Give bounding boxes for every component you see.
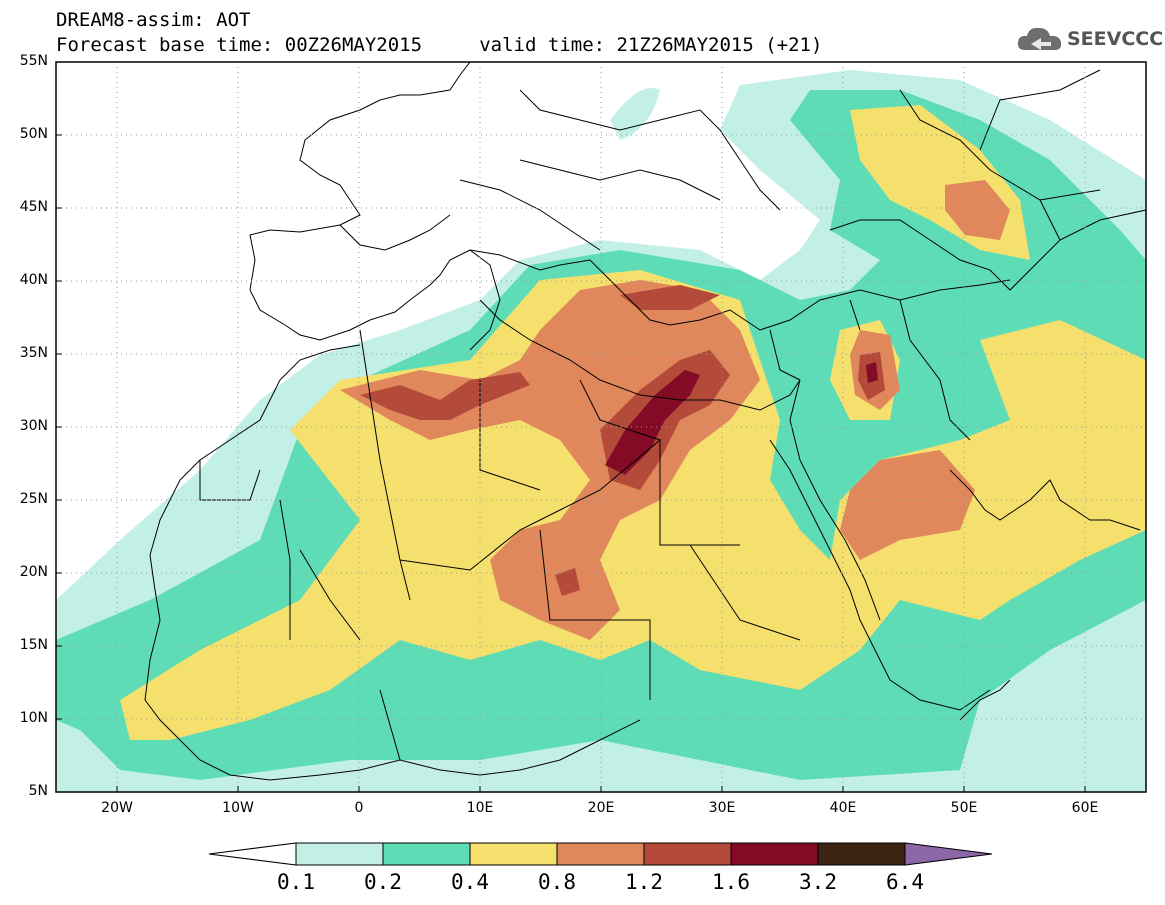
lat-label: 5N [28, 783, 48, 799]
lon-label: 10W [222, 800, 254, 816]
lat-label: 15N [19, 637, 48, 653]
map-title: DREAM8-assim: AOT [56, 9, 251, 31]
logo-text: SEEVCCC [1067, 28, 1164, 50]
lat-label: 25N [19, 491, 48, 507]
aot-1.2-field [620, 285, 720, 310]
colorbar-label: 1.2 [625, 870, 663, 894]
colorbar-swatches [208, 842, 993, 866]
lat-label: 45N [19, 199, 48, 215]
lat-label: 55N [19, 53, 48, 69]
colorbar-swatch [643, 842, 732, 866]
colorbar-swatch-below [208, 842, 297, 866]
lat-label: 35N [19, 345, 48, 361]
lon-label: 0 [354, 800, 364, 816]
lon-label: 50E [950, 800, 978, 816]
colorbar-label: 0.4 [451, 870, 489, 894]
colorbar-label: 0.8 [538, 870, 576, 894]
lon-label: 10E [466, 800, 494, 816]
lon-label: 60E [1071, 800, 1099, 816]
aot-0.8-field [840, 450, 975, 560]
lat-lon-gridlines [56, 62, 1146, 792]
colorbar-swatch [556, 842, 645, 866]
coastlines-and-borders [144, 62, 1146, 781]
aot-1.2-field [555, 568, 580, 596]
colorbar-swatch-above [904, 842, 993, 866]
lat-label: 30N [19, 418, 48, 434]
colorbar-swatch [730, 842, 819, 866]
aot-1.2-field [360, 372, 530, 420]
cloud-icon [1017, 27, 1062, 50]
aot-0.8-field [945, 180, 1010, 240]
seevccc-logo: SEEVCCC [1015, 22, 1163, 56]
colorbar-label: 0.1 [277, 870, 315, 894]
aot-0.1-field [610, 88, 660, 140]
lat-label: 10N [19, 710, 48, 726]
lat-label: 50N [19, 126, 48, 142]
forecast-time-subtitle: Forecast base time: 00Z26MAY2015 valid t… [56, 34, 823, 56]
lon-label: 20E [587, 800, 615, 816]
aot-1.6-field [866, 362, 878, 383]
lon-label: 20W [101, 800, 133, 816]
lon-label: 30E [708, 800, 736, 816]
aot-0.8-field [340, 280, 760, 640]
aot-1.6-field [605, 370, 700, 475]
lon-label: 40E [829, 800, 857, 816]
colorbar-label: 1.6 [712, 870, 750, 894]
lat-label: 40N [19, 272, 48, 288]
lat-label: 20N [19, 564, 48, 580]
colorbar-swatch [469, 842, 558, 866]
colorbar-label: 3.2 [799, 870, 837, 894]
axis-ticks [56, 61, 1086, 793]
colorbar-swatch [817, 842, 906, 866]
colorbar-label: 0.2 [364, 870, 402, 894]
colorbar-swatch [295, 842, 384, 866]
colorbar-label: 6.4 [886, 870, 924, 894]
colorbar-swatch [382, 842, 471, 866]
